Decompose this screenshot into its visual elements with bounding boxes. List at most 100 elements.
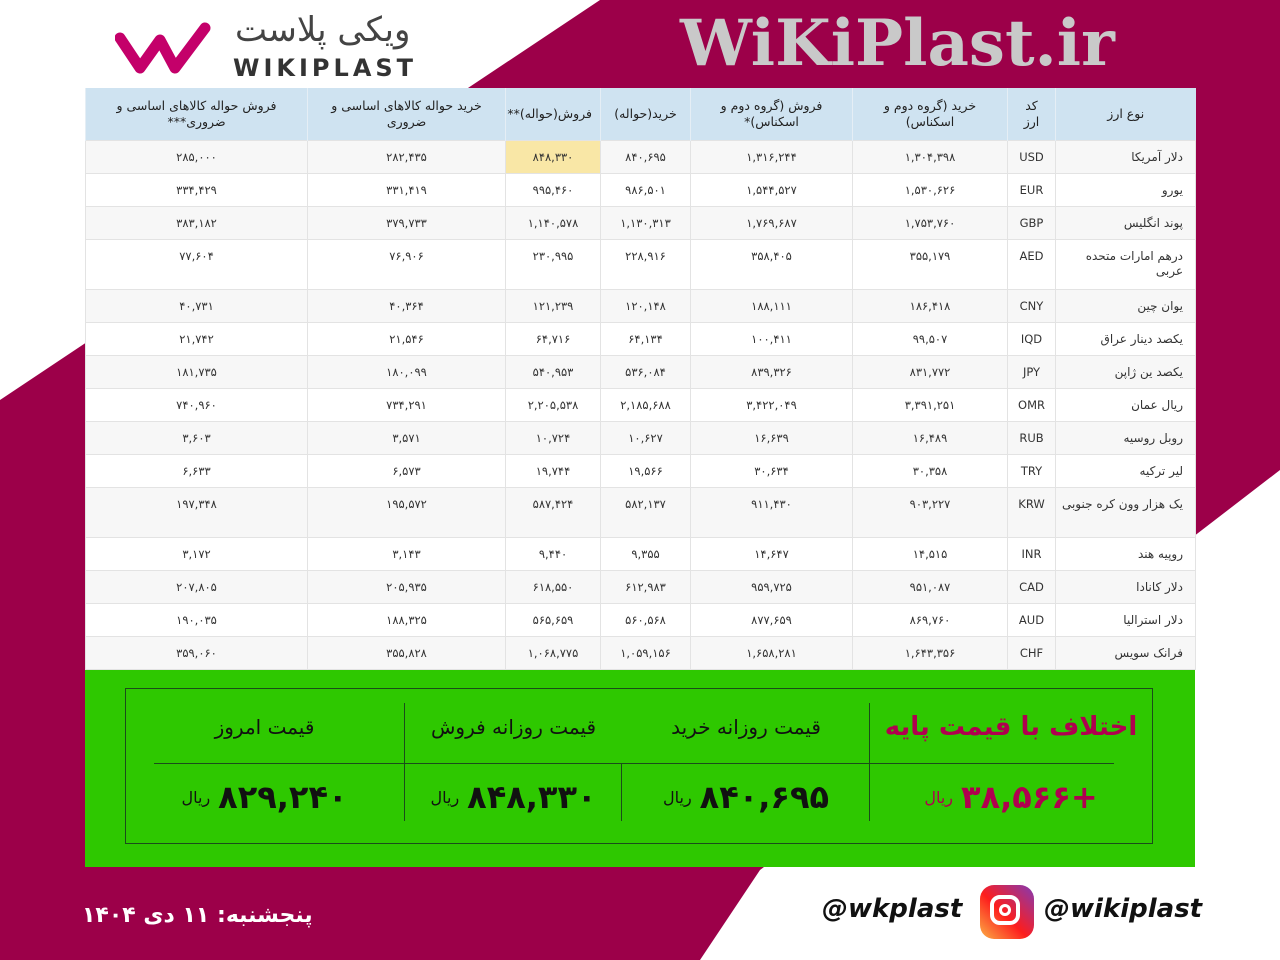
price-cell: ۶۱۲,۹۸۳ [600, 569, 691, 604]
column-header: فروش حواله کالاهای اساسی و ضروری*** [85, 88, 308, 140]
price-cell: ۱۹۵,۵۷۲ [307, 486, 506, 538]
price-cell: ۹۵۹,۷۲۵ [690, 569, 853, 604]
price-cell: ۹۹۵,۴۶۰ [505, 172, 601, 207]
table-row: لیر ترکیه TRY ۳۰,۳۵۸ ۳۰,۶۳۴ ۱۹,۵۶۶ ۱۹,۷۴۴ ۶,۵۷… [85, 453, 1196, 488]
price-cell: ۳,۱۷۲ [85, 536, 308, 571]
price-cell: ۵۸۲,۱۳۷ [600, 486, 691, 538]
price-cell: ۳,۶۰۳ [85, 420, 308, 455]
daily-buy-number: ۸۴۰,۶۹۵ [699, 778, 830, 816]
price-cell: ۱,۵۳۰,۶۲۶ [852, 172, 1008, 207]
table-row: یکصد ین ژاپن JPY ۸۳۱,۷۷۲ ۸۳۹,۳۲۶ ۵۳۶,۰۸۴ ۵۴۰,… [85, 354, 1196, 389]
handle-wikiplast[interactable]: @wikiplast [1044, 894, 1203, 924]
price-cell: ۴۰,۷۳۱ [85, 288, 308, 323]
currency-name: فرانک سویس [1055, 635, 1196, 670]
price-cell: ۳۵۵,۱۷۹ [852, 238, 1008, 290]
diff-number: +۳۸,۵۶۶ [961, 778, 1098, 816]
price-cell: ۸۶۹,۷۶۰ [852, 602, 1008, 637]
price-cell: ۶,۶۳۳ [85, 453, 308, 488]
table-row: دلار استرالیا AUD ۸۶۹,۷۶۰ ۸۷۷,۶۵۹ ۵۶۰,۵۶۸ ۵۶۵… [85, 602, 1196, 637]
currency-code: CAD [1007, 569, 1056, 604]
price-cell: ۳,۳۹۱,۲۵۱ [852, 387, 1008, 422]
daily-buy-label: قیمت روزانه خرید [671, 715, 821, 739]
price-cell: ۹۱۱,۴۳۰ [690, 486, 853, 538]
currency-code: GBP [1007, 205, 1056, 240]
price-cell: ۵۸۷,۴۲۴ [505, 486, 601, 538]
price-cell: ۶۱۸,۵۵۰ [505, 569, 601, 604]
price-cell: ۱,۰۶۸,۷۷۵ [505, 635, 601, 670]
price-cell: ۳,۵۷۱ [307, 420, 506, 455]
price-cell: ۴۰,۳۶۴ [307, 288, 506, 323]
price-cell: ۱۹,۷۴۴ [505, 453, 601, 488]
price-cell: ۲۲۸,۹۱۶ [600, 238, 691, 290]
daily-buy-value: ۸۴۰,۶۹۵ ریال [622, 769, 870, 825]
handle-wkplast[interactable]: @wkplast [822, 894, 963, 924]
currency-name: یوان چین [1055, 288, 1196, 323]
currency-code: EUR [1007, 172, 1056, 207]
price-cell: ۹۵۱,۰۸۷ [852, 569, 1008, 604]
price-cell: ۷۶,۹۰۶ [307, 238, 506, 290]
currency-name: درهم امارات متحده عربی [1055, 238, 1196, 290]
currency-name: لیر ترکیه [1055, 453, 1196, 488]
price-cell: ۸۳۹,۳۲۶ [690, 354, 853, 389]
currency-code: JPY [1007, 354, 1056, 389]
table-row: یکصد دینار عراق IQD ۹۹,۵۰۷ ۱۰۰,۴۱۱ ۶۴,۱۳۴ ۶۴,… [85, 321, 1196, 356]
table-row: روپیه هند INR ۱۴,۵۱۵ ۱۴,۶۴۷ ۹,۳۵۵ ۹,۴۴۰ ۳,۱۴۳ ۳… [85, 536, 1196, 571]
price-cell: ۱۰,۷۲۴ [505, 420, 601, 455]
currency-name: دلار استرالیا [1055, 602, 1196, 637]
currency-code: INR [1007, 536, 1056, 571]
price-cell: ۱۰۰,۴۱۱ [690, 321, 853, 356]
currency-code: USD [1007, 139, 1056, 174]
table-header: نوع ارز کد ارز خرید (گروه دوم و اسکناس) فرو… [85, 88, 1196, 140]
price-cell: ۱۹۰,۰۳۵ [85, 602, 308, 637]
price-cell: ۸۴۰,۶۹۵ [600, 139, 691, 174]
currency-name: روبل روسیه [1055, 420, 1196, 455]
column-header: خرید(حواله) [600, 88, 691, 140]
currency-code: AUD [1007, 602, 1056, 637]
currency-code: AED [1007, 238, 1056, 290]
price-cell: ۱۶,۴۸۹ [852, 420, 1008, 455]
price-cell: ۲۰۷,۸۰۵ [85, 569, 308, 604]
price-cell: ۸۳۱,۷۷۲ [852, 354, 1008, 389]
price-cell: ۹۹,۵۰۷ [852, 321, 1008, 356]
unit: ریال [662, 787, 692, 807]
diff-value: +۳۸,۵۶۶ ریال [870, 769, 1152, 825]
summary-panel: اختلاف با قیمت پایه قیمت روزانه خرید قیم… [85, 670, 1195, 867]
currency-name: ریال عمان [1055, 387, 1196, 422]
price-cell: ۲۰۵,۹۳۵ [307, 569, 506, 604]
price-cell: ۷۷,۶۰۴ [85, 238, 308, 290]
price-cell: ۱,۱۳۰,۳۱۳ [600, 205, 691, 240]
price-cell: ۶۴,۷۱۶ [505, 321, 601, 356]
currency-table: نوع ارز کد ارز خرید (گروه دوم و اسکناس) فرو… [85, 88, 1196, 670]
price-cell: ۱۸۱,۷۳۵ [85, 354, 308, 389]
currency-name: دلار کانادا [1055, 569, 1196, 604]
price-cell: ۳,۴۲۲,۰۴۹ [690, 387, 853, 422]
table-row: یوان چین CNY ۱۸۶,۴۱۸ ۱۸۸,۱۱۱ ۱۲۰,۱۴۸ ۱۲۱,۲۳۹ ۴… [85, 288, 1196, 323]
price-cell: ۱۰,۶۲۷ [600, 420, 691, 455]
price-cell: ۳۵۵,۸۲۸ [307, 635, 506, 670]
table-row: یورو EUR ۱,۵۳۰,۶۲۶ ۱,۵۴۴,۵۲۷ ۹۸۶,۵۰۱ ۹۹۵,۴۶۰ ۳… [85, 172, 1196, 207]
currency-code: RUB [1007, 420, 1056, 455]
price-cell: ۵۳۶,۰۸۴ [600, 354, 691, 389]
price-cell: ۹,۴۴۰ [505, 536, 601, 571]
price-cell: ۹,۳۵۵ [600, 536, 691, 571]
price-cell: ۱۴,۶۴۷ [690, 536, 853, 571]
price-cell: ۲۸۲,۴۳۵ [307, 139, 506, 174]
price-cell: ۱,۳۰۴,۳۹۸ [852, 139, 1008, 174]
price-cell: ۲۸۵,۰۰۰ [85, 139, 308, 174]
currency-name: دلار آمریکا [1055, 139, 1196, 174]
logo-text-en: WIKIPLAST [233, 54, 418, 82]
price-cell: ۱,۱۴۰,۵۷۸ [505, 205, 601, 240]
price-cell: ۶,۵۷۳ [307, 453, 506, 488]
date: پنجشنبه: ۱۱ دی ۱۴۰۴ [82, 903, 313, 928]
price-cell: ۱۹۷,۳۴۸ [85, 486, 308, 538]
logo-text-fa: ویکی پلاست [235, 10, 411, 50]
price-cell: ۳۳۱,۴۱۹ [307, 172, 506, 207]
price-cell: ۸۴۸,۳۳۰ [505, 139, 601, 174]
currency-name: پوند انگلیس [1055, 205, 1196, 240]
currency-name: یک هزار وون کره جنوبی [1055, 486, 1196, 538]
price-cell: ۱,۳۱۶,۲۴۴ [690, 139, 853, 174]
currency-name: یورو [1055, 172, 1196, 207]
currency-name: یکصد ین ژاپن [1055, 354, 1196, 389]
price-cell: ۲۱,۵۴۶ [307, 321, 506, 356]
logo-mark-icon [115, 22, 211, 74]
